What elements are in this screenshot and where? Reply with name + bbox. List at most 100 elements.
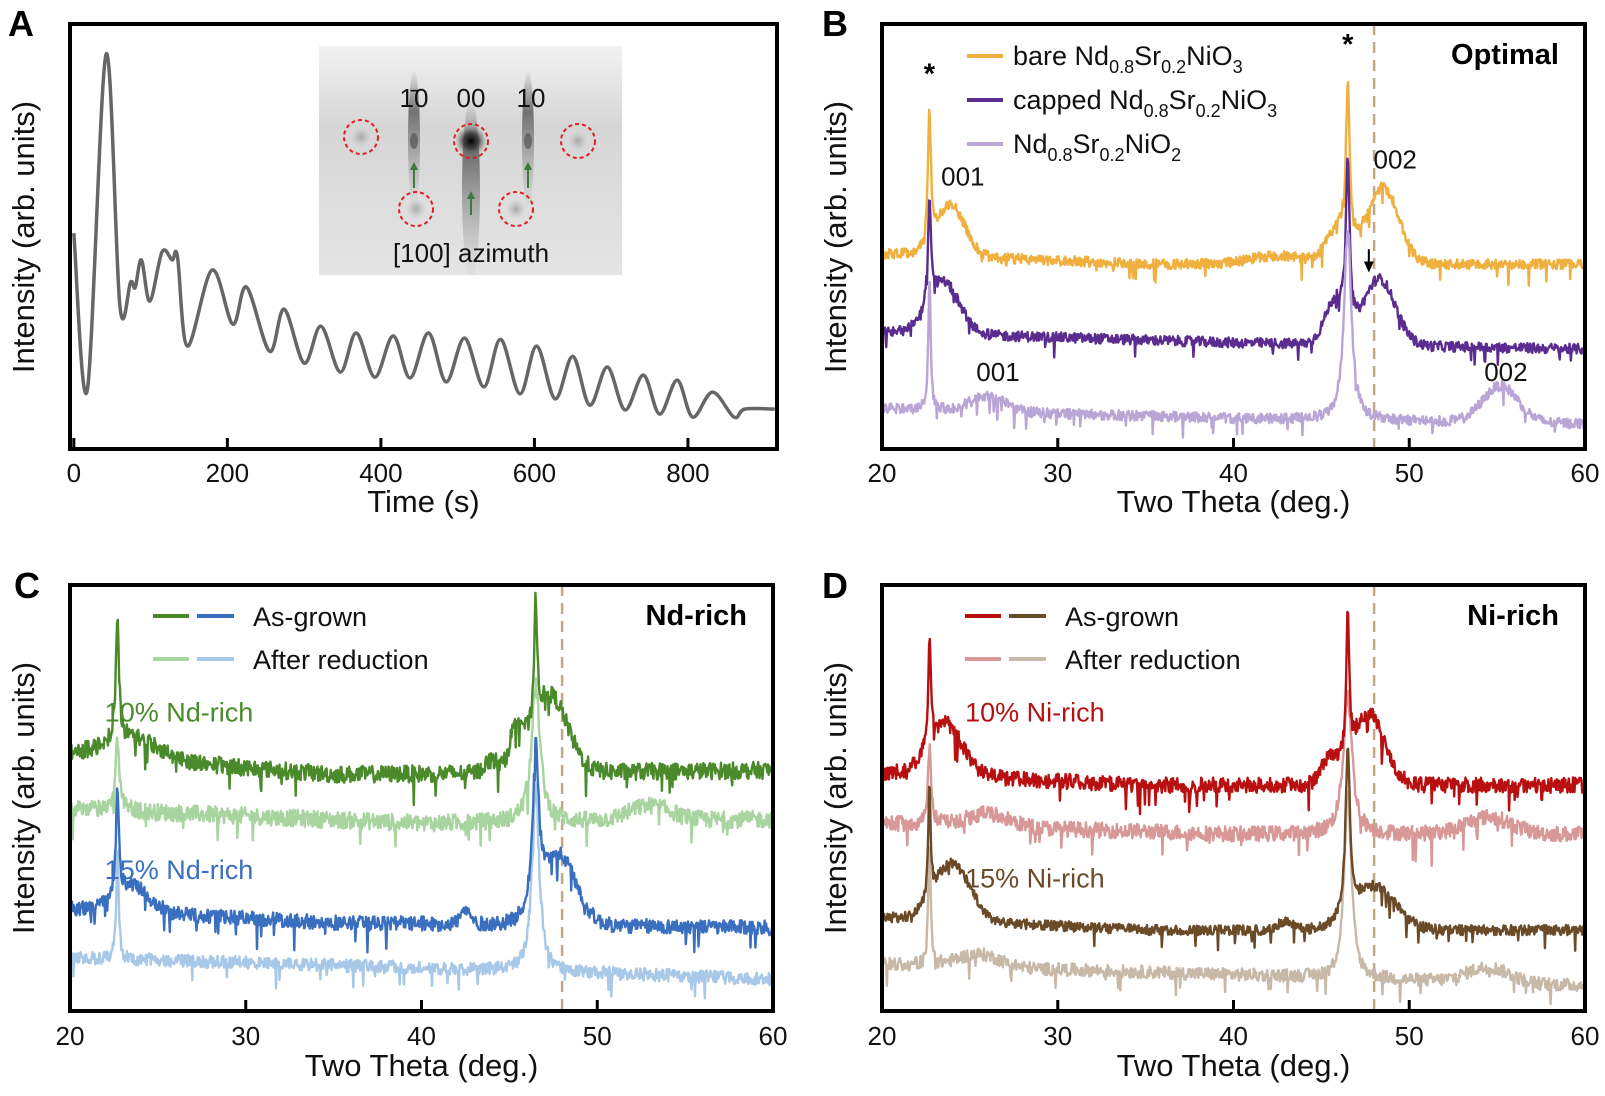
peak-annotation: 001: [976, 357, 1019, 387]
x-tick-label: 30: [231, 1021, 260, 1051]
x-tick-label: 50: [583, 1021, 612, 1051]
dashed-circle-marker: [560, 123, 596, 159]
plot-area: 1̄0 00 10 [100] azimuth: [72, 46, 775, 420]
x-tick-label: 30: [1043, 458, 1072, 488]
superlattice-spot: [351, 127, 371, 147]
x-tick-label: 40: [1219, 458, 1248, 488]
legend-subscript: 0.2: [1161, 57, 1186, 77]
legend-subscript: 0.8: [1109, 57, 1134, 77]
legend-label: Nd0.8Sr0.2NiO2: [1013, 129, 1181, 165]
legend-text: capped Nd: [1013, 85, 1144, 115]
panel-tag: Nd-rich: [646, 600, 748, 632]
dashed-circle-marker: [398, 191, 434, 227]
panel-tag: Optimal: [1451, 39, 1559, 71]
series-line: [70, 736, 773, 954]
specular-spot: [455, 125, 487, 157]
legend-text: Sr: [1169, 85, 1196, 115]
panel-letter: A: [8, 3, 34, 44]
series-line: [882, 747, 1585, 952]
x-axis-label: Two Theta (deg.): [1117, 484, 1351, 519]
x-tick-label: 20: [868, 1021, 897, 1051]
x-axis-label: Two Theta (deg.): [1117, 1048, 1351, 1083]
legend-label: After reduction: [1065, 645, 1241, 675]
x-tick-label: 800: [666, 458, 709, 488]
legend-text: Nd: [1013, 129, 1048, 159]
x-tick-label: 30: [1043, 1021, 1072, 1051]
dashed-circle-marker: [498, 191, 534, 227]
x-tick-label: 40: [407, 1021, 436, 1051]
x-tick-label: 20: [56, 1021, 85, 1051]
series-line: [70, 782, 773, 1000]
spot-label: 1̄0: [400, 83, 429, 113]
panel-tag: Ni-rich: [1467, 600, 1559, 632]
legend-text: NiO: [1221, 85, 1268, 115]
x-tick-label: 60: [1571, 458, 1600, 488]
superlattice-spot: [568, 131, 588, 151]
x-axis-label: Time (s): [367, 484, 480, 519]
panel-a: A 1̄0 00 10 [100] azimuth 0 200 400 600 800 Time (…: [6, 3, 779, 519]
rheed-inset: 1̄0 00 10 [100] azimuth: [319, 46, 622, 280]
plot-area: [882, 24, 1585, 449]
x-tick-label: 40: [1219, 1021, 1248, 1051]
peak-annotation: 002: [1484, 357, 1527, 387]
legend-subscript: 2: [1171, 145, 1181, 165]
legend-label: bare Nd0.8Sr0.2NiO3: [1013, 41, 1243, 77]
series-line: [882, 230, 1585, 439]
y-axis-label: Intensity (arb. units): [818, 101, 853, 373]
series-line: [70, 591, 773, 807]
x-tick-label: 20: [868, 458, 897, 488]
spot-label: 00: [457, 83, 486, 113]
curve-label: 15% Nd-rich: [105, 855, 254, 885]
curve-label: 10% Nd-rich: [105, 697, 254, 727]
arrow-head-icon: [410, 162, 418, 170]
legend-text: NiO: [1125, 129, 1172, 159]
series-line: [882, 790, 1585, 1006]
panel-b: B 20 30 40 50 60 Two Theta (deg.) Intensity (ar…: [818, 3, 1599, 519]
series-line: [882, 81, 1585, 287]
panel-letter: D: [822, 565, 848, 606]
dashed-circle-marker: [453, 123, 489, 159]
plot-area: [70, 585, 773, 1011]
x-tick-label: 0: [67, 458, 81, 488]
legend-subscript: 0.8: [1144, 101, 1169, 121]
inset-caption: [100] azimuth: [393, 238, 549, 268]
series-line: [70, 677, 773, 848]
peak-annotation: *: [924, 59, 936, 91]
x-tick-label: 60: [1571, 1021, 1600, 1051]
legend-subscript: 3: [1267, 101, 1277, 121]
legend-subscript: 0.2: [1196, 101, 1221, 121]
x-axis-label: Two Theta (deg.): [305, 1048, 539, 1083]
legend-text: NiO: [1186, 41, 1233, 71]
arrow-head-icon: [467, 191, 475, 199]
legend-label: As-grown: [1065, 602, 1179, 632]
panel-d: D 20 30 40 50 60 Two Theta (deg.) Intensity (ar…: [818, 565, 1599, 1083]
curve-label: 10% Ni-rich: [965, 697, 1105, 727]
y-axis-label: Intensity (arb. units): [6, 101, 41, 373]
peak-annotation: 002: [1373, 145, 1416, 175]
axes-frame: [68, 22, 779, 451]
series-line: [882, 157, 1585, 366]
legend-subscript: 3: [1233, 57, 1243, 77]
y-axis-label: Intensity (arb. units): [818, 662, 853, 934]
legend-label: As-grown: [253, 602, 367, 632]
x-tick-label: 600: [513, 458, 556, 488]
legend-label: After reduction: [253, 645, 429, 675]
superlattice-spot: [506, 199, 526, 219]
series-line: [882, 610, 1585, 816]
spot-label: 10: [517, 83, 546, 113]
arrow-head-icon: [524, 162, 532, 170]
panel-letter: C: [14, 565, 40, 606]
legend-text: Sr: [1073, 129, 1100, 159]
curve-label: 15% Ni-rich: [965, 863, 1105, 893]
legend-label: capped Nd0.8Sr0.2NiO3: [1013, 85, 1277, 121]
superlattice-spot: [406, 199, 426, 219]
plot-area: [882, 585, 1585, 1011]
diffraction-spot: [524, 133, 532, 149]
series-line: [72, 52, 775, 420]
legend-text: Sr: [1134, 41, 1161, 71]
peak-annotation: 001: [941, 162, 984, 192]
panel-c: C 20 30 40 50 60 Two Theta (deg.) Intensity (ar…: [6, 565, 787, 1083]
series-line: [882, 689, 1585, 867]
panel-letter: B: [822, 3, 848, 44]
x-tick-label: 60: [759, 1021, 788, 1051]
